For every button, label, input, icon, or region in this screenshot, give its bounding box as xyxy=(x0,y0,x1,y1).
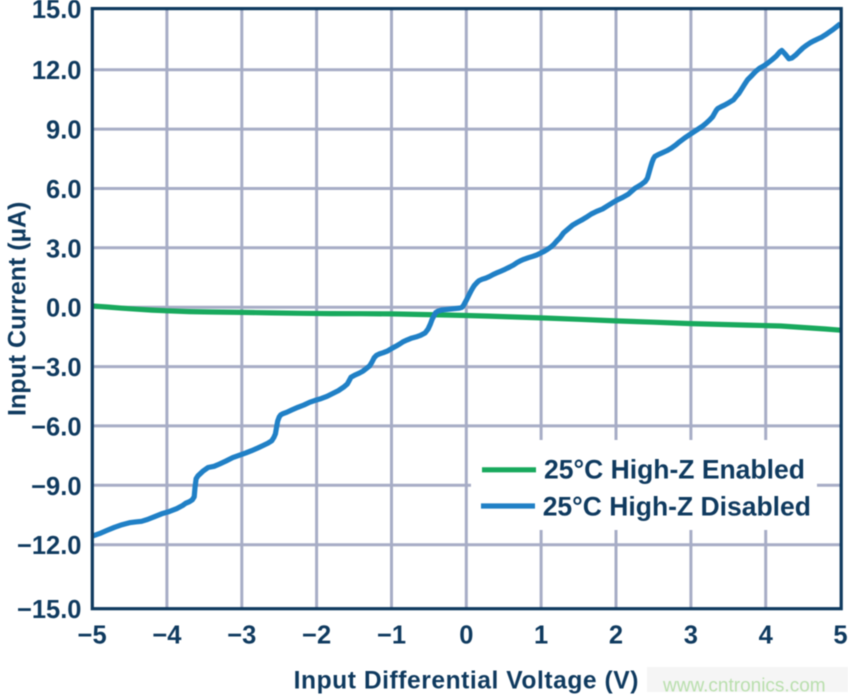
svg-text:−9.0: −9.0 xyxy=(31,473,81,501)
svg-text:−3.0: −3.0 xyxy=(31,354,81,382)
svg-text:25°C High-Z Disabled: 25°C High-Z Disabled xyxy=(543,491,811,521)
svg-text:−1: −1 xyxy=(377,621,406,649)
svg-text:6.0: 6.0 xyxy=(46,176,81,204)
svg-text:−6.0: −6.0 xyxy=(31,413,81,441)
svg-text:−5: −5 xyxy=(78,621,107,649)
svg-text:5: 5 xyxy=(833,621,847,649)
svg-text:−2: −2 xyxy=(302,621,331,649)
svg-text:−4: −4 xyxy=(152,621,182,649)
svg-text:Input Differential Voltage (V): Input Differential Voltage (V) xyxy=(294,667,639,694)
svg-text:15.0: 15.0 xyxy=(32,0,82,24)
svg-text:0.0: 0.0 xyxy=(46,295,81,323)
svg-text:0: 0 xyxy=(459,621,473,649)
svg-text:3: 3 xyxy=(684,621,698,649)
svg-text:−12.0: −12.0 xyxy=(17,532,82,560)
svg-text:3.0: 3.0 xyxy=(46,235,81,263)
svg-text:2: 2 xyxy=(609,621,623,649)
svg-text:25°C High-Z Enabled: 25°C High-Z Enabled xyxy=(544,454,805,484)
svg-text:4: 4 xyxy=(759,621,774,649)
svg-text:12.0: 12.0 xyxy=(32,57,82,85)
svg-text:Input Current (µA): Input Current (µA) xyxy=(4,202,32,416)
svg-text:−3: −3 xyxy=(227,621,256,649)
svg-text:www.cntronics.com: www.cntronics.com xyxy=(662,676,826,697)
svg-text:9.0: 9.0 xyxy=(46,117,81,145)
svg-text:1: 1 xyxy=(534,621,548,649)
svg-text:−15.0: −15.0 xyxy=(17,596,82,624)
